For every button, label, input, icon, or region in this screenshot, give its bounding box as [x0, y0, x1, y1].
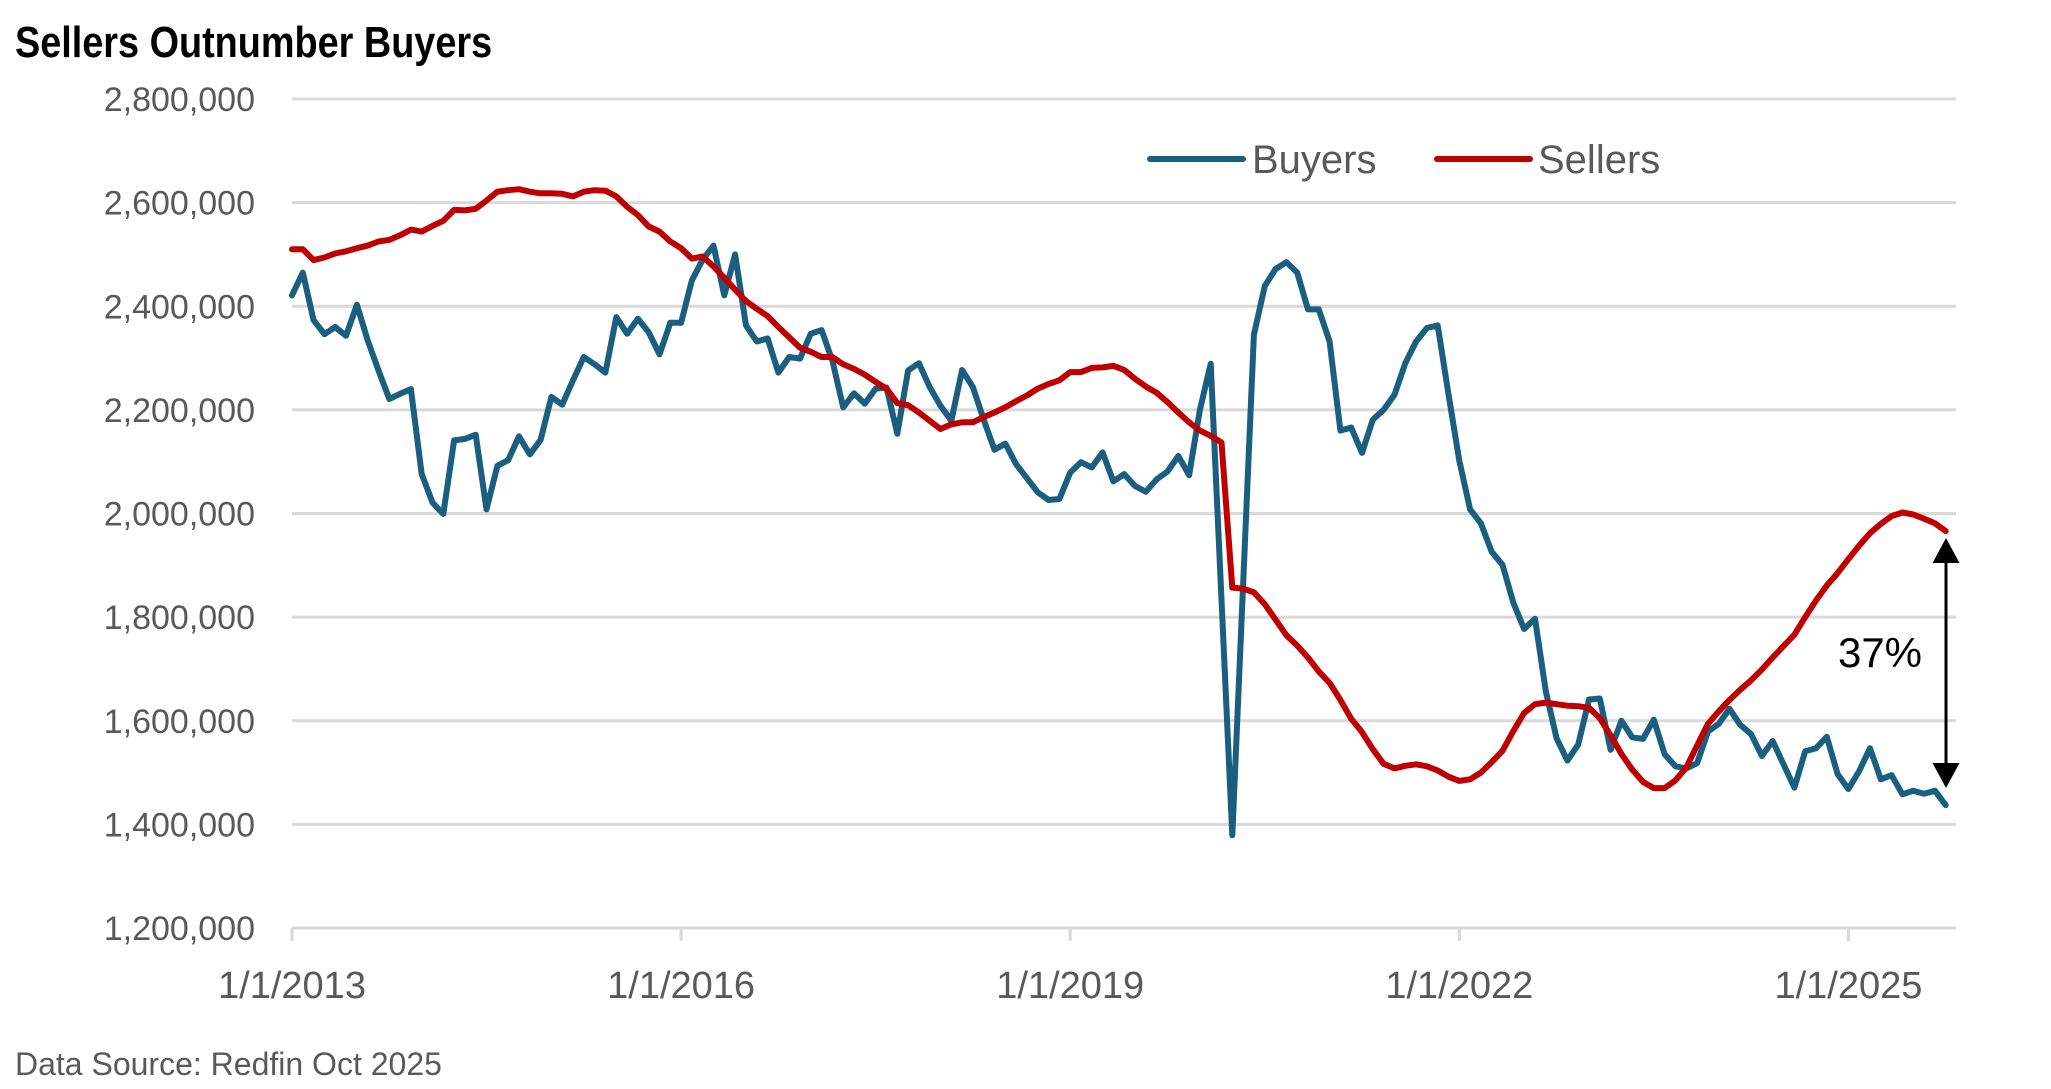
- series-line-sellers: [289, 186, 1949, 792]
- series-line-buyers: [289, 242, 1949, 839]
- y-tick-label: 2,600,000: [104, 185, 255, 223]
- x-tick-label: 1/1/2016: [607, 965, 755, 1007]
- y-axis-tick-labels: 1,200,000 1,400,000 1,600,000 1,800,000 2,00…: [104, 81, 255, 948]
- x-tick-label: 1/1/2022: [1385, 965, 1533, 1007]
- gridlines: [292, 97, 1956, 930]
- x-tick-label: 1/1/2019: [996, 965, 1144, 1007]
- annotation-37-percent: 37%: [1838, 538, 1960, 788]
- arrow-head-up-icon: [1932, 538, 1960, 563]
- annotation-label: 37%: [1838, 629, 1922, 676]
- y-tick-label: 1,800,000: [104, 599, 255, 637]
- y-tick-label: 1,200,000: [104, 910, 255, 948]
- x-axis: 1/1/2013 1/1/2016 1/1/2019 1/1/2022 1/1/2025: [218, 928, 1922, 1007]
- chart-title: Sellers Outnumber Buyers: [15, 17, 492, 66]
- y-tick-label: 2,400,000: [104, 288, 255, 326]
- legend-label-buyers: Buyers: [1252, 138, 1377, 182]
- y-tick-label: 2,000,000: [104, 496, 255, 534]
- x-tick-label: 1/1/2013: [218, 965, 366, 1007]
- legend-label-sellers: Sellers: [1538, 138, 1660, 182]
- data-source-note: Data Source: Redfin Oct 2025: [15, 1046, 442, 1082]
- x-tick-label: 1/1/2025: [1774, 965, 1922, 1007]
- legend: Buyers Sellers: [1147, 138, 1660, 182]
- y-tick-label: 2,800,000: [104, 81, 255, 119]
- y-tick-label: 2,200,000: [104, 392, 255, 430]
- y-tick-label: 1,400,000: [104, 806, 255, 844]
- y-tick-label: 1,600,000: [104, 703, 255, 741]
- series-lines: [289, 186, 1949, 839]
- arrow-head-down-icon: [1932, 763, 1960, 788]
